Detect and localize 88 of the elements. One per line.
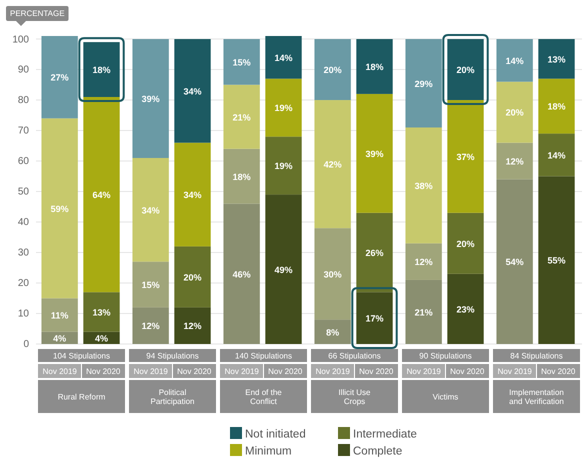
x-tick-label: Nov 2019 — [406, 367, 442, 376]
data-label: 20% — [456, 238, 475, 249]
text: Rural Reform — [58, 392, 106, 402]
data-label: 12% — [414, 257, 433, 268]
text: 84 Stipulations — [510, 352, 563, 360]
y-tick-label: 80 — [18, 95, 30, 106]
data-label: 19% — [274, 103, 293, 114]
y-tick-label: 10 — [18, 308, 30, 320]
data-label: 26% — [366, 248, 384, 258]
legend-label: Complete — [353, 446, 402, 458]
data-label: 59% — [50, 204, 69, 214]
x-tick-label: Nov 2019 — [42, 367, 78, 376]
data-label: 18% — [366, 62, 384, 72]
x-tick-label: Nov 2020 — [450, 367, 485, 376]
text: Illicit Use Crops — [338, 388, 372, 406]
data-label: 18% — [232, 172, 251, 182]
x-tick-label: Nov 2020 — [541, 367, 576, 376]
data-label: 30% — [324, 269, 342, 280]
data-label: 29% — [414, 78, 433, 89]
data-label: 20% — [456, 65, 475, 76]
data-label: 15% — [232, 57, 251, 68]
data-label: 21% — [232, 112, 251, 122]
data-label: 17% — [366, 314, 384, 324]
data-label: 38% — [414, 180, 433, 191]
data-label: 49% — [274, 264, 293, 275]
text: 90 Stipulations — [419, 352, 472, 360]
x-tick-label: Nov 2020 — [268, 367, 303, 376]
data-label: 39% — [142, 94, 160, 104]
y-tick-label: 40 — [18, 217, 30, 228]
data-label: 21% — [414, 307, 433, 318]
data-label: 39% — [366, 148, 384, 159]
data-label: 23% — [456, 304, 475, 314]
data-label: 12% — [506, 156, 524, 167]
x-tick-label: Nov 2020 — [86, 367, 121, 376]
legend-label: Minimum — [245, 446, 292, 458]
y-tick-label: 50 — [18, 186, 30, 198]
data-label: 18% — [92, 65, 111, 76]
x-tick-label: Nov 2019 — [316, 367, 350, 376]
y-tick-label: 90 — [18, 64, 30, 76]
y-axis-title: PERCENTAGE — [10, 9, 65, 18]
data-label: 19% — [274, 161, 293, 172]
y-tick-label: 30 — [18, 248, 30, 259]
data-label: 64% — [92, 190, 111, 200]
legend-label: Intermediate — [353, 428, 417, 440]
y-tick-label: 70 — [18, 126, 30, 137]
data-label: 55% — [548, 256, 566, 266]
text: 104 Stipulations — [53, 352, 110, 360]
data-label: 13% — [548, 54, 566, 64]
data-label: 4% — [53, 333, 66, 344]
y-tick-label: 100 — [12, 34, 30, 46]
data-label: 12% — [184, 321, 202, 332]
x-tick-label: Nov 2019 — [134, 367, 168, 376]
data-label: 27% — [50, 72, 69, 83]
text: Political Participation — [150, 388, 195, 406]
y-tick-label: 0 — [23, 339, 30, 350]
text: End of the Conflict — [245, 388, 282, 406]
y-tick-label: 60 — [18, 156, 30, 168]
data-label: 34% — [142, 205, 160, 216]
data-label: 20% — [184, 272, 202, 282]
data-label: 14% — [548, 150, 566, 160]
x-tick-label: Nov 2020 — [177, 367, 212, 376]
data-label: 11% — [50, 310, 68, 321]
data-label: 34% — [184, 190, 202, 200]
data-label: 14% — [274, 52, 293, 63]
data-label: 46% — [232, 269, 251, 280]
text: 94 Stipulations — [146, 352, 199, 360]
data-label: 54% — [506, 257, 524, 268]
data-label: 4% — [95, 333, 108, 344]
data-label: 13% — [92, 307, 111, 318]
x-tick-label: Nov 2020 — [359, 367, 394, 376]
legend-label: Not initiated — [245, 428, 306, 440]
text: Victims — [432, 392, 458, 402]
data-label: 14% — [506, 56, 524, 66]
data-label: 34% — [184, 86, 202, 96]
data-label: 8% — [326, 327, 340, 338]
data-label: 42% — [324, 160, 342, 170]
data-label: 20% — [506, 108, 524, 118]
text: 66 Stipulations — [328, 352, 381, 360]
data-label: 18% — [548, 102, 566, 112]
text: Implementation and Verification — [509, 388, 564, 406]
data-label: 15% — [142, 280, 160, 290]
text: 140 Stipulations — [235, 352, 292, 360]
y-tick-label: 20 — [18, 278, 30, 290]
data-label: 20% — [324, 65, 342, 76]
x-tick-label: Nov 2019 — [224, 367, 260, 376]
data-label: 37% — [456, 152, 475, 162]
data-label: 12% — [142, 321, 160, 332]
x-tick-label: Nov 2019 — [498, 367, 532, 376]
